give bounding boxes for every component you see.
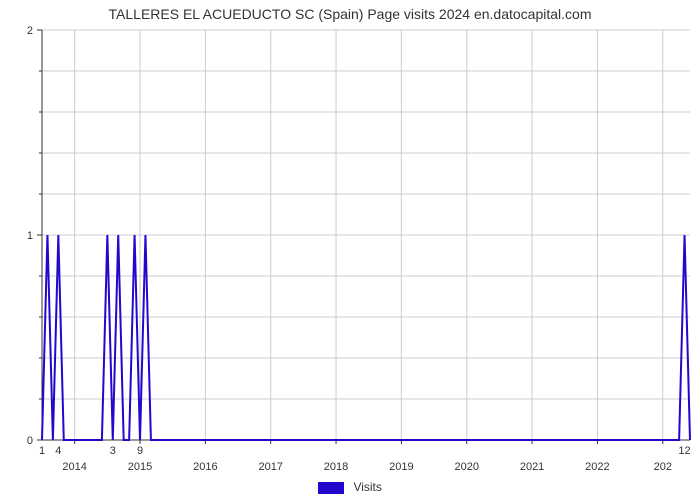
y-tick-label: 0	[27, 435, 33, 447]
x-tick-label-top: 12	[678, 445, 690, 457]
y-tick-label: 1	[27, 230, 33, 242]
x-tick-label-top: 1	[39, 445, 45, 457]
x-tick-label-top: 9	[137, 445, 143, 457]
chart-legend: Visits	[0, 480, 700, 494]
x-tick-label-year: 2014	[62, 461, 86, 473]
y-tick-label: 2	[27, 25, 33, 37]
x-tick-label-year: 2018	[324, 461, 348, 473]
x-tick-label-year: 2021	[520, 461, 544, 473]
x-tick-label-top: 4	[55, 445, 61, 457]
legend-label: Visits	[353, 480, 381, 494]
chart-title: TALLERES EL ACUEDUCTO SC (Spain) Page vi…	[0, 6, 700, 22]
x-tick-label-year: 2016	[193, 461, 217, 473]
x-tick-label-year: 2017	[258, 461, 282, 473]
x-tick-label-top: 3	[110, 445, 116, 457]
legend-swatch	[318, 482, 344, 494]
x-tick-label-year: 2015	[128, 461, 152, 473]
x-tick-label-year: 2019	[389, 461, 413, 473]
x-tick-label-year: 202	[654, 461, 672, 473]
x-tick-label-year: 2020	[454, 461, 478, 473]
chart-container: TALLERES EL ACUEDUCTO SC (Spain) Page vi…	[0, 0, 700, 500]
series-visits	[42, 235, 690, 440]
chart-svg: 0121439122014201520162017201820192020202…	[0, 0, 700, 500]
x-tick-label-year: 2022	[585, 461, 609, 473]
